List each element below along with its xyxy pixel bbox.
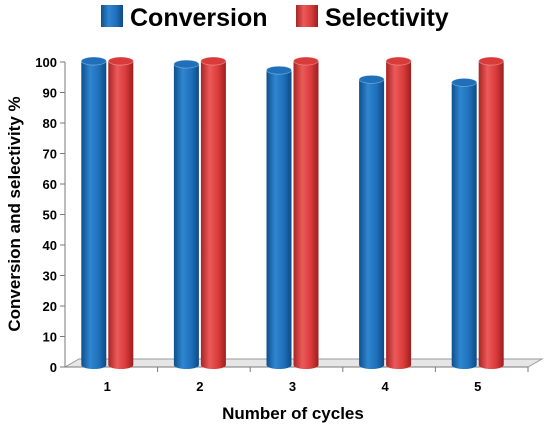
legend-label-conversion: Conversion xyxy=(130,4,268,32)
bar-conversion-cycle-1 xyxy=(80,56,107,369)
bar-selectivity-cycle-2 xyxy=(200,56,227,370)
y-tick-label: 80 xyxy=(43,116,57,131)
bar-conversion-cycle-4 xyxy=(358,74,385,369)
bar-selectivity-cycle-4 xyxy=(385,56,412,370)
bar-body xyxy=(108,61,134,369)
y-tick-label: 20 xyxy=(43,299,57,314)
bars xyxy=(80,56,505,370)
bar-top-cap xyxy=(385,56,412,66)
bar-selectivity-cycle-1 xyxy=(107,56,134,369)
bar-conversion-cycle-3 xyxy=(266,65,292,369)
legend-item-conversion: Conversion xyxy=(101,4,268,32)
bar-body xyxy=(451,82,477,370)
legend: Conversion Selectivity xyxy=(101,4,449,32)
x-axis-title: Number of cycles xyxy=(222,404,364,423)
x-tick-label: 2 xyxy=(196,379,203,394)
x-tick-label: 5 xyxy=(474,379,481,394)
bar-body xyxy=(386,61,412,370)
bar-top-cap xyxy=(451,78,478,87)
y-tick-label: 50 xyxy=(43,208,57,223)
y-axis-title: Conversion and selectivity % xyxy=(5,96,24,331)
bar-top-cap xyxy=(478,56,505,66)
legend-label-selectivity: Selectivity xyxy=(325,4,449,32)
bar-top-cap xyxy=(293,56,319,66)
bar-top-cap xyxy=(358,74,385,84)
bar-body xyxy=(359,79,385,369)
y-tick-label: 100 xyxy=(35,55,57,70)
x-tick-label: 4 xyxy=(381,379,389,394)
bar-selectivity-cycle-5 xyxy=(478,56,505,370)
bar-conversion-cycle-5 xyxy=(451,78,478,370)
bar-top-cap xyxy=(200,56,227,66)
bar-selectivity-cycle-3 xyxy=(293,56,319,370)
bar-body xyxy=(81,61,107,369)
bar-body xyxy=(266,70,292,369)
bar-top-cap xyxy=(173,59,200,69)
bar-body xyxy=(293,61,319,370)
legend-swatch-conversion xyxy=(101,5,123,27)
legend-swatch-selectivity xyxy=(296,5,318,27)
x-tick-label: 3 xyxy=(289,379,296,394)
bar-conversion-cycle-2 xyxy=(173,59,200,369)
x-tick-labels: 1 2 3 4 5 xyxy=(104,379,482,394)
bar-body xyxy=(173,64,199,369)
y-tick-label: 0 xyxy=(50,360,57,375)
y-tick-label: 30 xyxy=(43,269,57,284)
bar-body xyxy=(478,61,504,370)
y-tick-labels: 0 10 20 30 40 50 60 70 80 90 100 xyxy=(35,55,57,375)
x-tick-label: 1 xyxy=(104,379,111,394)
y-tick-label: 60 xyxy=(43,177,57,192)
legend-item-selectivity: Selectivity xyxy=(296,4,449,32)
bar-body xyxy=(200,61,226,370)
bar-top-cap xyxy=(266,65,292,75)
y-tick-label: 70 xyxy=(43,147,57,162)
y-tick-label: 90 xyxy=(43,86,57,101)
bar-top-cap xyxy=(80,56,107,66)
y-tick-label: 40 xyxy=(43,238,57,253)
y-tick-label: 10 xyxy=(43,330,57,345)
bar-top-cap xyxy=(107,56,134,66)
